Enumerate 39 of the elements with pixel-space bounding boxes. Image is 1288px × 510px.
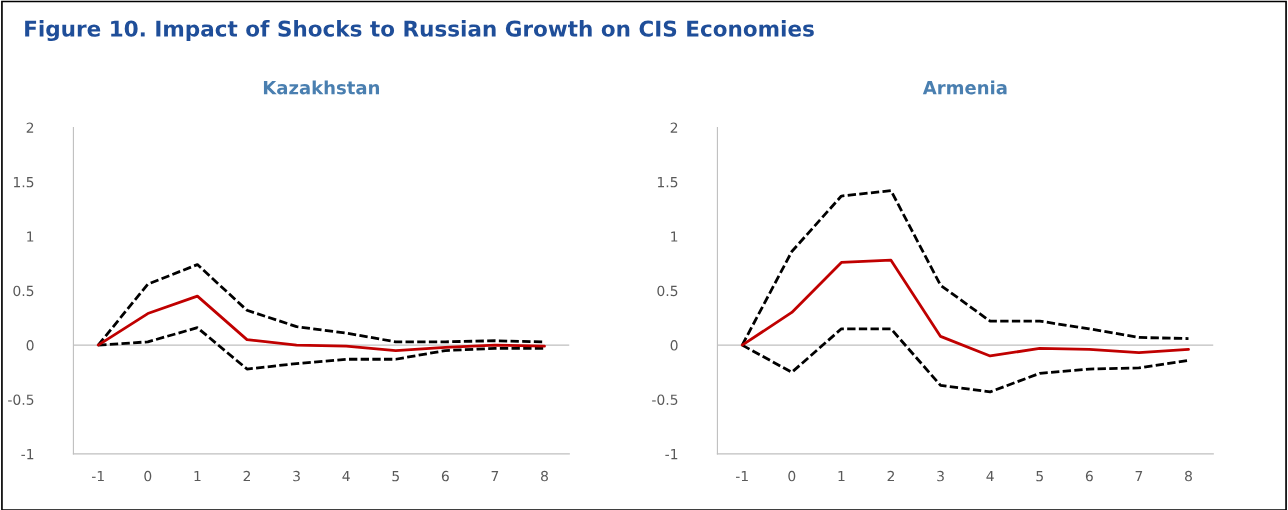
- x-tick-label: 8: [541, 470, 548, 482]
- x-tick-label: 8: [1185, 470, 1192, 482]
- line-series: [740, 258, 1190, 358]
- y-tick-label: 1: [671, 231, 678, 242]
- x-tick-label: 0: [144, 470, 152, 482]
- y-tick-label: -0.5: [8, 394, 34, 405]
- y-tick-label: 1: [27, 231, 34, 242]
- x-tick-label: 2: [887, 470, 894, 482]
- chart-title: Kazakhstan: [263, 80, 380, 95]
- y-tick-label: -0.5: [652, 394, 678, 405]
- y-tick-label: 0.5: [657, 285, 678, 297]
- y-tick-label: 2: [26, 122, 34, 133]
- y-tick-label: -1: [665, 449, 678, 460]
- y-tick-label: 0.5: [13, 285, 34, 297]
- x-tick-label: 6: [441, 470, 449, 482]
- x-tick-label: 4: [986, 470, 994, 482]
- x-tick-label: 0: [788, 470, 796, 482]
- x-tick-label: 2: [243, 470, 250, 482]
- x-tick-label: 5: [1036, 470, 1043, 482]
- x-tick-label: 1: [838, 470, 845, 482]
- y-tick-label: 2: [670, 122, 678, 133]
- x-tick-label: 7: [491, 470, 499, 482]
- x-tick-label: -1: [91, 470, 104, 482]
- y-tick-label: 0: [670, 340, 678, 351]
- x-tick-label: 7: [1135, 470, 1143, 482]
- line-series: [96, 294, 546, 352]
- y-tick-label: 1.5: [13, 177, 34, 188]
- x-tick-label: 4: [342, 470, 350, 482]
- x-tick-label: 1: [194, 470, 201, 482]
- x-tick-label: -1: [735, 470, 748, 482]
- y-tick-label: 0: [26, 340, 34, 351]
- y-tick-label: 1.5: [657, 177, 678, 188]
- chart-title: Armenia: [922, 80, 1007, 95]
- y-tick-label: -1: [21, 449, 34, 460]
- caption: Figure 10. Impact of Shocks to Russian Growth on CIS Economies: [25, 20, 814, 42]
- x-tick-label: 6: [1085, 470, 1093, 482]
- x-tick-label: 5: [392, 470, 399, 482]
- x-tick-label: 3: [937, 470, 944, 482]
- x-tick-label: 3: [293, 470, 300, 482]
